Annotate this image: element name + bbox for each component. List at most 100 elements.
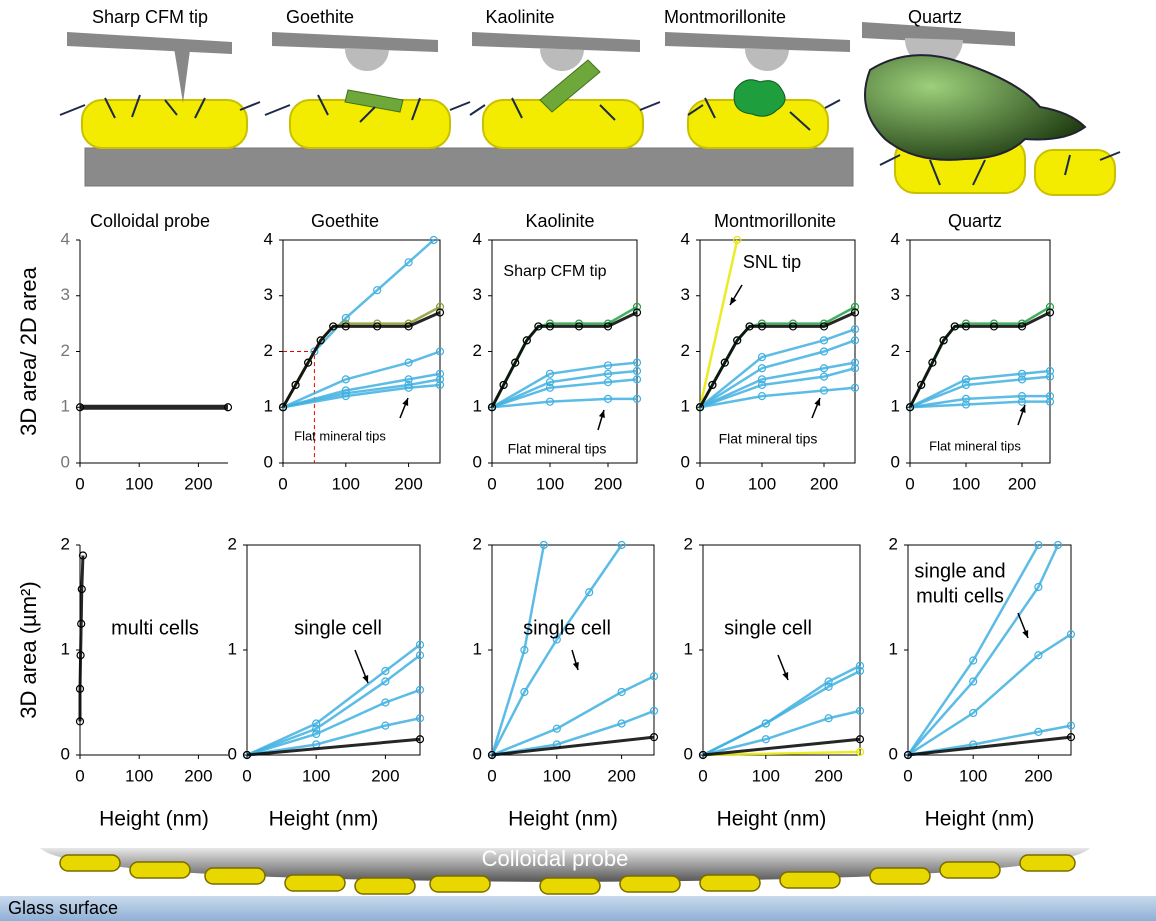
chart-title: Colloidal probe — [90, 211, 210, 231]
y-tick-label: 0 — [473, 744, 482, 763]
y-tick-label: 2 — [889, 534, 898, 553]
arrow-head — [814, 398, 820, 406]
chart-panel: 0120100200Height (nm)single cell — [228, 534, 424, 830]
plot-frame — [700, 240, 855, 463]
y-tick-label: 1 — [61, 397, 70, 416]
illustration-label: Quartz — [908, 7, 962, 27]
annotation: multi cells — [916, 585, 1004, 607]
y-tick-label: 4 — [681, 229, 690, 248]
series-line — [492, 711, 654, 755]
x-tick-label: 100 — [543, 766, 571, 785]
arrow-head — [573, 662, 579, 670]
x-axis-label: Height (nm) — [717, 808, 827, 831]
x-tick-label: 0 — [278, 474, 287, 493]
x-tick-label: 100 — [536, 474, 564, 493]
y-axis-label: 3D area/ 2D area — [16, 266, 41, 436]
chart-panel: 012340100200Colloidal probe3D area/ 2D a… — [16, 211, 232, 494]
illustration: Sharp CFM tip Goethite Kaolinite Montmor… — [60, 7, 1120, 195]
arrow-head — [402, 398, 408, 406]
x-tick-label: 0 — [75, 766, 84, 785]
arrow-head — [599, 410, 605, 418]
chart-panel: 012340100200GoethiteFlat mineral tips — [264, 211, 444, 494]
y-tick-label: 0 — [684, 744, 693, 763]
series-line — [247, 718, 420, 755]
y-tick-label: 0 — [264, 452, 273, 471]
x-axis-label: Height (nm) — [925, 808, 1035, 831]
x-tick-label: 0 — [487, 474, 496, 493]
y-tick-label: 2 — [684, 534, 693, 553]
x-tick-label: 0 — [487, 766, 496, 785]
y-tick-label: 4 — [61, 229, 70, 248]
x-tick-label: 200 — [371, 766, 399, 785]
x-tick-label: 100 — [332, 474, 360, 493]
y-tick-label: 2 — [264, 341, 273, 360]
x-tick-label: 100 — [125, 474, 153, 493]
x-tick-label: 100 — [125, 766, 153, 785]
x-tick-label: 0 — [75, 474, 84, 493]
y-tick-label: 0 — [681, 452, 690, 471]
y-tick-label: 3 — [891, 285, 900, 304]
illustration-label: Sharp CFM tip — [92, 7, 208, 27]
y-tick-label: 2 — [228, 534, 237, 553]
chart-panel: 012340100200QuartzFlat mineral tips — [891, 211, 1054, 494]
chart-panel: 0120100200Height (nm)single andmulti cel… — [889, 534, 1075, 830]
x-tick-label: 100 — [959, 766, 987, 785]
plot-frame — [492, 545, 654, 755]
y-tick-label: 2 — [473, 534, 482, 553]
bottom-illustration: Glass surface Colloidal probe — [0, 846, 1156, 921]
chart-panel: 0120100200Height (nm)3D area (µm²)multi … — [16, 534, 228, 830]
chart-title: Goethite — [311, 211, 379, 231]
probe-label: Colloidal probe — [482, 846, 629, 871]
x-tick-label: 200 — [594, 474, 622, 493]
annotation: single cell — [294, 617, 382, 639]
y-tick-label: 1 — [264, 397, 273, 416]
illustration-label: Montmorillonite — [664, 7, 786, 27]
annotation: Flat mineral tips — [508, 441, 607, 457]
glass-surface — [0, 896, 1156, 921]
series-line — [908, 634, 1071, 755]
y-tick-label: 1 — [891, 397, 900, 416]
glass-label: Glass surface — [8, 898, 118, 918]
y-tick-label: 0 — [61, 744, 70, 763]
arrow-head — [362, 675, 368, 683]
annotation: Flat mineral tips — [719, 431, 818, 447]
x-tick-label: 200 — [394, 474, 422, 493]
series-line — [492, 545, 622, 755]
y-tick-label: 3 — [61, 285, 70, 304]
chart-panel: 0120100200Height (nm)single cell — [684, 534, 864, 830]
x-tick-label: 0 — [905, 474, 914, 493]
chart-title: Kaolinite — [525, 211, 594, 231]
annotation: single cell — [523, 617, 611, 639]
series-line — [492, 676, 654, 755]
x-tick-label: 200 — [607, 766, 635, 785]
x-tick-label: 0 — [903, 766, 912, 785]
series-line — [492, 545, 544, 755]
y-tick-label: 3 — [681, 285, 690, 304]
annotation: single and — [914, 560, 1005, 582]
plot-frame — [703, 545, 860, 755]
y-tick-label: 3 — [473, 285, 482, 304]
x-tick-label: 100 — [748, 474, 776, 493]
y-tick-label: 0 — [61, 452, 70, 471]
x-axis-label: Height (nm) — [269, 808, 379, 831]
illustration-label: Kaolinite — [485, 7, 554, 27]
substrate — [85, 148, 853, 186]
x-tick-label: 100 — [952, 474, 980, 493]
arrow-head — [1022, 630, 1028, 638]
y-tick-label: 2 — [891, 341, 900, 360]
x-tick-label: 200 — [184, 766, 212, 785]
x-tick-label: 200 — [814, 766, 842, 785]
y-tick-label: 2 — [61, 534, 70, 553]
x-tick-label: 0 — [698, 766, 707, 785]
y-tick-label: 2 — [473, 341, 482, 360]
chart-panel: 012340100200KaoliniteSharp CFM tipFlat m… — [473, 211, 641, 494]
illustration-label: Goethite — [286, 7, 354, 27]
y-tick-label: 0 — [889, 744, 898, 763]
x-tick-label: 100 — [302, 766, 330, 785]
annotation: Sharp CFM tip — [503, 263, 606, 280]
y-tick-label: 4 — [264, 229, 273, 248]
annotation: multi cells — [111, 617, 199, 639]
x-tick-label: 0 — [242, 766, 251, 785]
series-line — [700, 363, 855, 408]
arrow-head — [1020, 405, 1026, 413]
